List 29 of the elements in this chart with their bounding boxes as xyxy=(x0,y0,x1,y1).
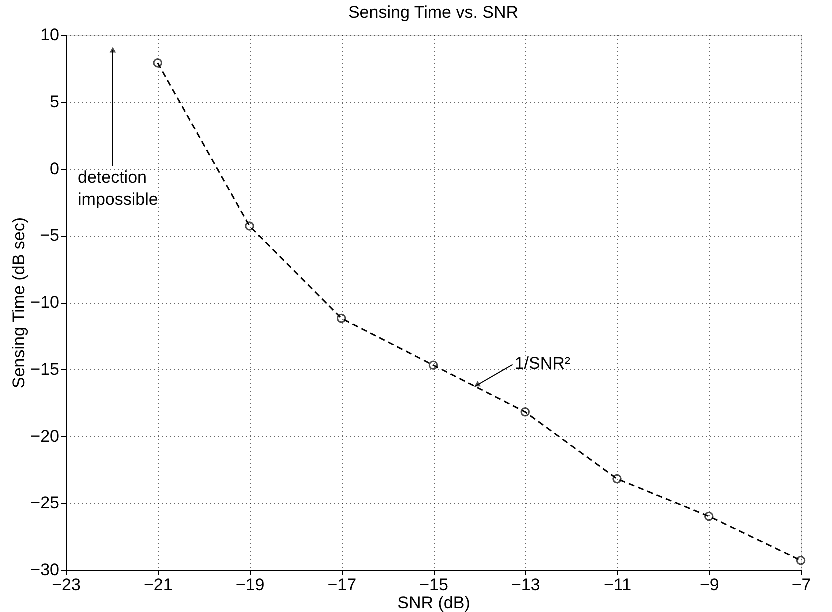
y-tick-label: 0 xyxy=(50,159,60,178)
point xyxy=(245,222,254,231)
x-tick-label: −13 xyxy=(511,576,540,594)
y-tick-label: −10 xyxy=(30,293,60,312)
y-axis-title: Sensing Time (dB sec) xyxy=(10,217,29,389)
point xyxy=(704,512,714,522)
x-axis-title: SNR (dB) xyxy=(398,594,470,612)
x-tick-label: −7 xyxy=(792,576,812,594)
annotation: 1/SNR² xyxy=(514,354,571,373)
chart-title: Sensing Time vs. SNR xyxy=(348,3,519,22)
point xyxy=(520,408,530,417)
point xyxy=(337,314,346,324)
point xyxy=(428,360,438,370)
y-tick-label: −25 xyxy=(30,494,60,513)
annotation: detection impossible xyxy=(78,168,158,209)
x-tick-label: −9 xyxy=(700,576,720,594)
y-tick-label: −15 xyxy=(30,360,60,379)
point xyxy=(796,556,806,566)
y-tick-label: −20 xyxy=(30,426,60,446)
x-tick-label: −11 xyxy=(604,576,632,594)
y-tick-label: 5 xyxy=(50,92,60,112)
point xyxy=(153,58,162,68)
y-tick-label: −5 xyxy=(40,226,60,246)
x-tick-label: −15 xyxy=(420,576,448,594)
x-tick-label: −17 xyxy=(328,576,357,594)
x-tick-label: −21 xyxy=(144,576,173,594)
x-tick-label: −19 xyxy=(236,576,265,594)
point xyxy=(612,474,622,484)
y-tick-label: 10 xyxy=(40,26,60,44)
